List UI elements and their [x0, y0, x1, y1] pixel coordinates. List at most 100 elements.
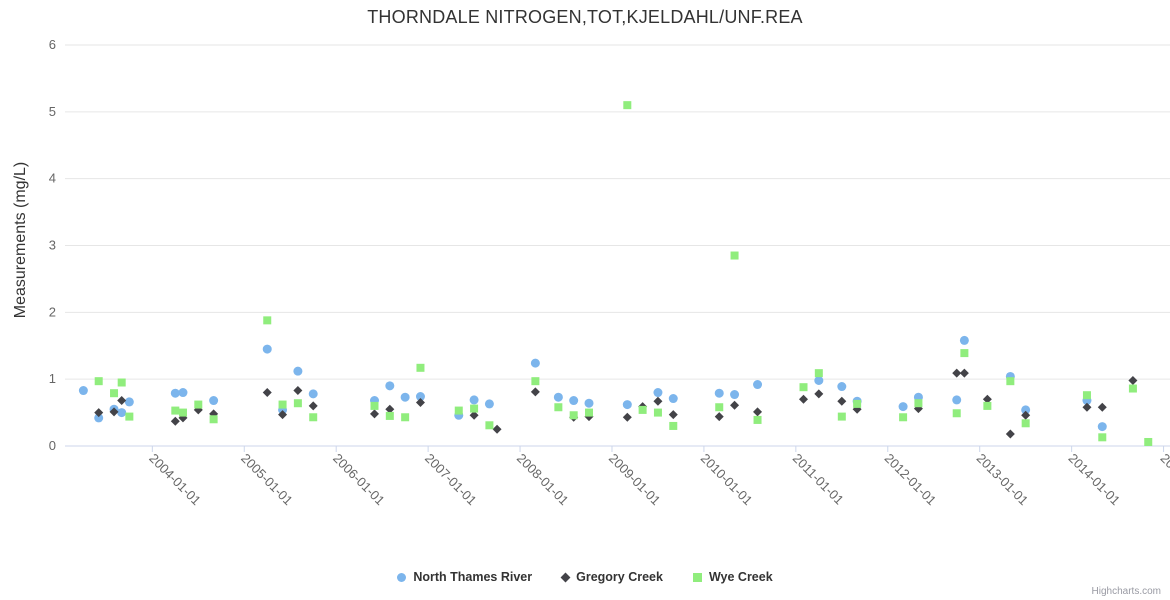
data-point[interactable] — [622, 400, 632, 410]
data-point[interactable] — [653, 388, 663, 398]
data-point[interactable] — [1082, 391, 1091, 400]
data-point[interactable] — [209, 415, 218, 424]
data-point[interactable] — [1021, 419, 1030, 428]
data-point[interactable] — [1021, 410, 1031, 420]
data-point[interactable] — [94, 413, 104, 423]
data-point[interactable] — [278, 410, 288, 420]
data-point[interactable] — [837, 382, 847, 392]
data-point[interactable] — [959, 368, 969, 378]
data-point[interactable] — [194, 400, 203, 409]
data-point[interactable] — [125, 412, 134, 421]
data-point[interactable] — [470, 404, 479, 413]
data-point[interactable] — [124, 397, 134, 407]
data-point[interactable] — [730, 390, 740, 400]
data-point[interactable] — [714, 388, 724, 398]
data-point[interactable] — [492, 424, 502, 434]
data-point[interactable] — [469, 395, 479, 405]
data-point[interactable] — [853, 399, 862, 408]
data-point[interactable] — [171, 406, 180, 415]
data-point[interactable] — [799, 394, 809, 404]
data-point[interactable] — [308, 389, 318, 399]
data-point[interactable] — [668, 410, 678, 420]
data-point[interactable] — [401, 413, 410, 422]
data-point[interactable] — [952, 409, 961, 418]
data-point[interactable] — [1005, 429, 1015, 439]
data-point[interactable] — [469, 410, 479, 420]
data-point[interactable] — [293, 366, 303, 376]
data-point[interactable] — [278, 400, 287, 409]
data-point[interactable] — [714, 412, 724, 422]
data-point[interactable] — [530, 358, 540, 368]
data-point[interactable] — [623, 101, 632, 110]
data-point[interactable] — [293, 386, 303, 396]
data-point[interactable] — [117, 396, 127, 406]
data-point[interactable] — [370, 401, 379, 410]
data-point[interactable] — [416, 363, 425, 372]
data-point[interactable] — [837, 396, 847, 406]
data-point[interactable] — [983, 401, 992, 410]
data-point[interactable] — [110, 389, 119, 398]
data-point[interactable] — [814, 389, 824, 399]
data-point[interactable] — [715, 403, 724, 412]
data-point[interactable] — [814, 376, 824, 386]
highcharts-credits[interactable]: Highcharts.com — [1091, 586, 1161, 597]
data-point[interactable] — [454, 406, 463, 415]
data-point[interactable] — [209, 396, 219, 406]
data-point[interactable] — [569, 396, 579, 406]
data-point[interactable] — [638, 405, 647, 414]
data-point[interactable] — [530, 387, 540, 397]
data-point[interactable] — [485, 421, 494, 430]
data-point[interactable] — [531, 377, 540, 386]
data-point[interactable] — [952, 368, 962, 378]
data-point[interactable] — [1097, 402, 1107, 412]
data-point[interactable] — [1021, 405, 1031, 415]
data-point[interactable] — [799, 383, 808, 392]
data-point[interactable] — [385, 404, 395, 414]
data-point[interactable] — [837, 412, 846, 421]
legend-item-north-thames-river[interactable]: North Thames River — [397, 570, 532, 584]
data-point[interactable] — [309, 413, 318, 422]
data-point[interactable] — [1144, 437, 1153, 446]
data-point[interactable] — [814, 369, 823, 378]
data-point[interactable] — [117, 378, 126, 387]
data-point[interactable] — [263, 316, 272, 325]
data-point[interactable] — [952, 395, 962, 405]
data-point[interactable] — [1128, 384, 1137, 393]
data-point[interactable] — [1097, 422, 1107, 432]
data-point[interactable] — [668, 394, 678, 404]
data-point[interactable] — [1082, 402, 1092, 412]
data-point[interactable] — [753, 380, 763, 390]
data-point[interactable] — [553, 392, 563, 402]
data-point[interactable] — [959, 335, 969, 345]
data-point[interactable] — [554, 403, 563, 412]
data-point[interactable] — [117, 408, 127, 418]
data-point[interactable] — [415, 392, 425, 402]
data-point[interactable] — [898, 402, 908, 412]
data-point[interactable] — [308, 401, 318, 411]
data-point[interactable] — [622, 412, 632, 422]
data-point[interactable] — [178, 408, 187, 417]
data-point[interactable] — [669, 421, 678, 430]
data-point[interactable] — [730, 251, 739, 260]
data-point[interactable] — [569, 411, 578, 420]
data-point[interactable] — [415, 398, 425, 408]
data-point[interactable] — [385, 411, 394, 420]
data-point[interactable] — [960, 349, 969, 358]
data-point[interactable] — [753, 407, 763, 417]
data-point[interactable] — [585, 408, 594, 417]
data-point[interactable] — [94, 408, 104, 418]
data-point[interactable] — [1098, 433, 1107, 442]
data-point[interactable] — [262, 388, 272, 398]
data-point[interactable] — [584, 398, 594, 408]
data-point[interactable] — [484, 399, 494, 409]
data-point[interactable] — [293, 399, 302, 408]
data-point[interactable] — [170, 388, 180, 398]
data-point[interactable] — [1006, 377, 1015, 386]
data-point[interactable] — [730, 400, 740, 410]
data-point[interactable] — [369, 409, 379, 419]
data-point[interactable] — [94, 377, 103, 386]
legend-item-gregory-creek[interactable]: Gregory Creek — [560, 570, 663, 584]
data-point[interactable] — [170, 416, 180, 426]
data-point[interactable] — [753, 415, 762, 424]
data-point[interactable] — [1128, 376, 1138, 386]
